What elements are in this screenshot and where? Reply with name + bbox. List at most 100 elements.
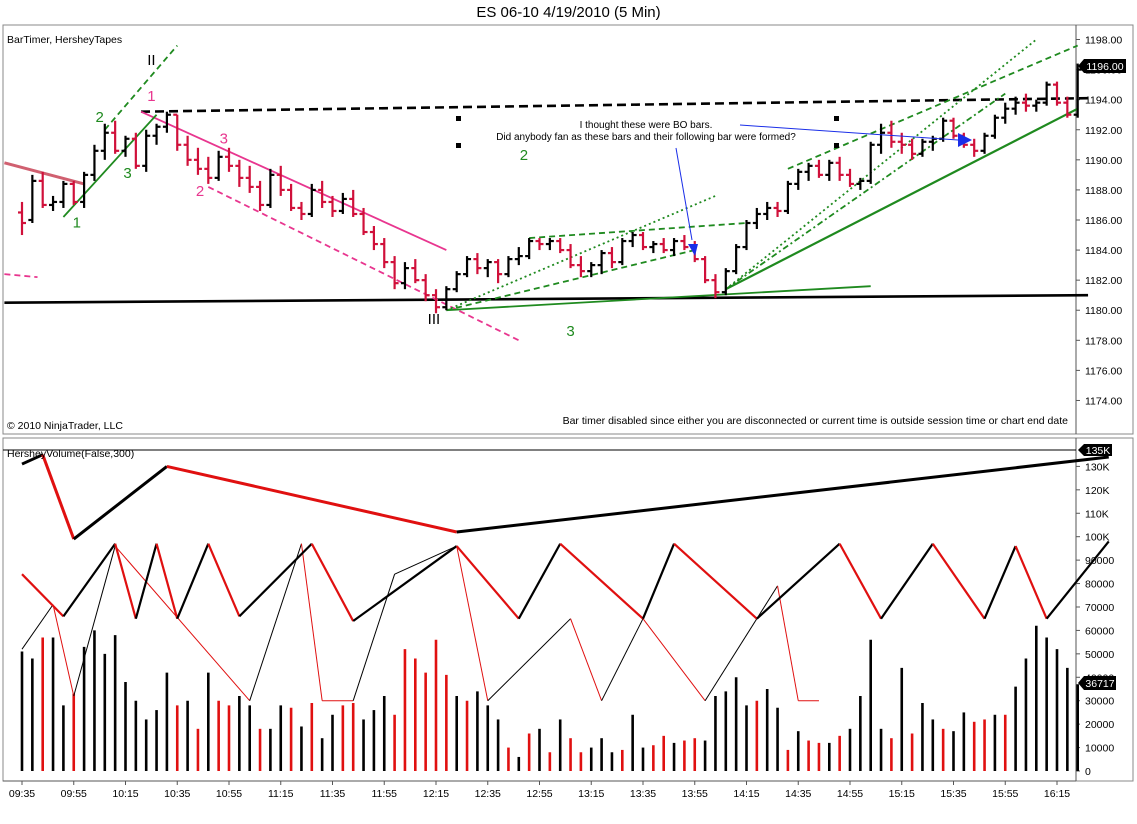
- support-line: [4, 293, 1089, 305]
- time-tick-label: 10:15: [112, 788, 138, 800]
- time-tick-label: 12:55: [526, 788, 552, 800]
- outer-wave-segment: [134, 543, 158, 619]
- volume-tick-label: 10000: [1085, 743, 1114, 755]
- wave-label: 2: [520, 147, 528, 164]
- wave-label: 2: [95, 109, 103, 126]
- time-tick-label: 16:15: [1044, 788, 1070, 800]
- inner-wave-segment: [487, 618, 571, 702]
- inner-wave-segment: [456, 545, 489, 701]
- last-price-marker[interactable]: 1196.00: [1078, 59, 1126, 73]
- volume-tick-label: 100K: [1085, 532, 1110, 544]
- green-dotted-line: [445, 195, 716, 312]
- green-dashed-line-3: [787, 44, 1079, 170]
- price-tick-label: 1176.00: [1085, 365, 1122, 377]
- volume-tick-label: 110K: [1085, 508, 1109, 520]
- outer-wave-segment: [756, 542, 841, 620]
- svg-text:135K: 135K: [1086, 445, 1111, 457]
- inner-wave-segment: [570, 618, 603, 701]
- dot-markers: [456, 116, 839, 148]
- time-x-axis: 09:35 09:55 10:15 10:35 10:55 11:15 11:35 11:55…: [9, 781, 1070, 800]
- price-pane-label: BarTimer, HersheyTapes: [7, 34, 122, 46]
- inner-wave-segment: [394, 545, 457, 575]
- green-wave-line: [62, 114, 158, 218]
- outer-wave-segment: [352, 545, 458, 622]
- price-pane-frame[interactable]: [2, 24, 1134, 435]
- time-tick-label: 10:35: [164, 788, 190, 800]
- price-tick-label: 1190.00: [1085, 155, 1122, 167]
- wave-label: 3: [123, 165, 131, 182]
- volume-tick-label: 30000: [1085, 696, 1114, 708]
- wave-label: 1: [73, 215, 81, 232]
- time-tick-label: 09:35: [9, 788, 35, 800]
- price-tick-label: 1192.00: [1085, 125, 1122, 137]
- outer-wave-segment: [983, 545, 1017, 620]
- outer-wave-segment: [155, 543, 179, 619]
- outer-wave-segment: [207, 543, 241, 617]
- annotation-arrows: [675, 124, 972, 256]
- wave-labels: II 1 2 3 1 3 2 III 2 3: [73, 52, 575, 340]
- time-tick-label: 10:55: [216, 788, 242, 800]
- outer-wave-segment: [641, 543, 676, 620]
- green-dashed-line-2: [529, 222, 747, 239]
- time-tick-label: 13:35: [630, 788, 656, 800]
- wave-label: 3: [220, 130, 228, 147]
- time-tick-label: 11:55: [372, 788, 398, 800]
- annotation-line-2: Did anybody fan as these bars and their …: [496, 132, 796, 143]
- outer-wave-segment: [559, 542, 644, 620]
- time-tick-label: 15:55: [992, 788, 1018, 800]
- time-tick-label: 11:35: [320, 788, 346, 800]
- last-volume-marker[interactable]: 36717: [1078, 676, 1116, 690]
- volume-tick-label: 120K: [1085, 485, 1110, 497]
- outer-wave-segment: [931, 543, 986, 620]
- volume-tick-label: 0: [1085, 766, 1091, 778]
- time-tick-label: 09:55: [61, 788, 87, 800]
- green-line: [446, 285, 871, 312]
- green-dashed-line: [104, 44, 178, 131]
- cumulative-wave-segment: [41, 454, 76, 540]
- inner-wave-segment: [249, 543, 302, 701]
- inner-wave-segment: [642, 618, 706, 702]
- time-tick-label: 14:35: [785, 788, 811, 800]
- price-tick-label: 1188.00: [1085, 185, 1122, 197]
- price-tick-label: 1174.00: [1085, 395, 1122, 407]
- volume-top-marker[interactable]: 135K: [1078, 444, 1112, 457]
- outer-wave-segment: [21, 573, 65, 618]
- inner-wave-segment: [704, 585, 778, 701]
- inner-wave-segment: [73, 545, 116, 697]
- arrow-down-icon: [688, 244, 698, 256]
- pink-dashed-line: [207, 186, 520, 342]
- cumulative-wave-segment: [456, 455, 1109, 534]
- wave-label: II: [147, 52, 155, 69]
- copyright-label: © 2010 NinjaTrader, LLC: [7, 420, 123, 432]
- time-tick-label: 13:15: [578, 788, 604, 800]
- cumulative-wave-segment: [21, 453, 44, 466]
- svg-text:36717: 36717: [1085, 678, 1114, 690]
- inner-wave-segment: [114, 545, 251, 702]
- inner-wave-segment: [300, 543, 323, 701]
- volume-bars: [20, 625, 1079, 771]
- bar-timer-status: Bar timer disabled since either you are …: [563, 415, 1069, 427]
- price-tick-label: 1182.00: [1085, 275, 1122, 287]
- outer-wave-segment: [517, 543, 562, 620]
- volume-pane-frame[interactable]: [2, 437, 1134, 782]
- outer-wave-segment: [114, 543, 137, 619]
- price-tick-label: 1186.00: [1085, 215, 1122, 227]
- volume-pane-label: HersheyVolume(False,300): [7, 448, 134, 460]
- inner-wave-segment: [52, 604, 75, 697]
- volume-tick-label: 60000: [1085, 625, 1114, 637]
- pink-stub: [4, 273, 38, 279]
- volume-tick-label: 70000: [1085, 602, 1114, 614]
- price-tick-label: 1198.00: [1085, 35, 1122, 47]
- arrow-right-icon: [958, 133, 972, 147]
- outer-wave-segment: [310, 543, 355, 622]
- inner-wave-segment: [777, 585, 799, 701]
- red-line: [4, 161, 85, 186]
- time-tick-label: 12:35: [475, 788, 501, 800]
- wave-label: 2: [196, 183, 204, 200]
- time-tick-label: 15:15: [889, 788, 915, 800]
- svg-text:1196.00: 1196.00: [1086, 61, 1123, 73]
- price-tick-label: 1184.00: [1085, 245, 1122, 257]
- wave-label: 1: [147, 88, 155, 105]
- volume-tick-label: 50000: [1085, 649, 1114, 661]
